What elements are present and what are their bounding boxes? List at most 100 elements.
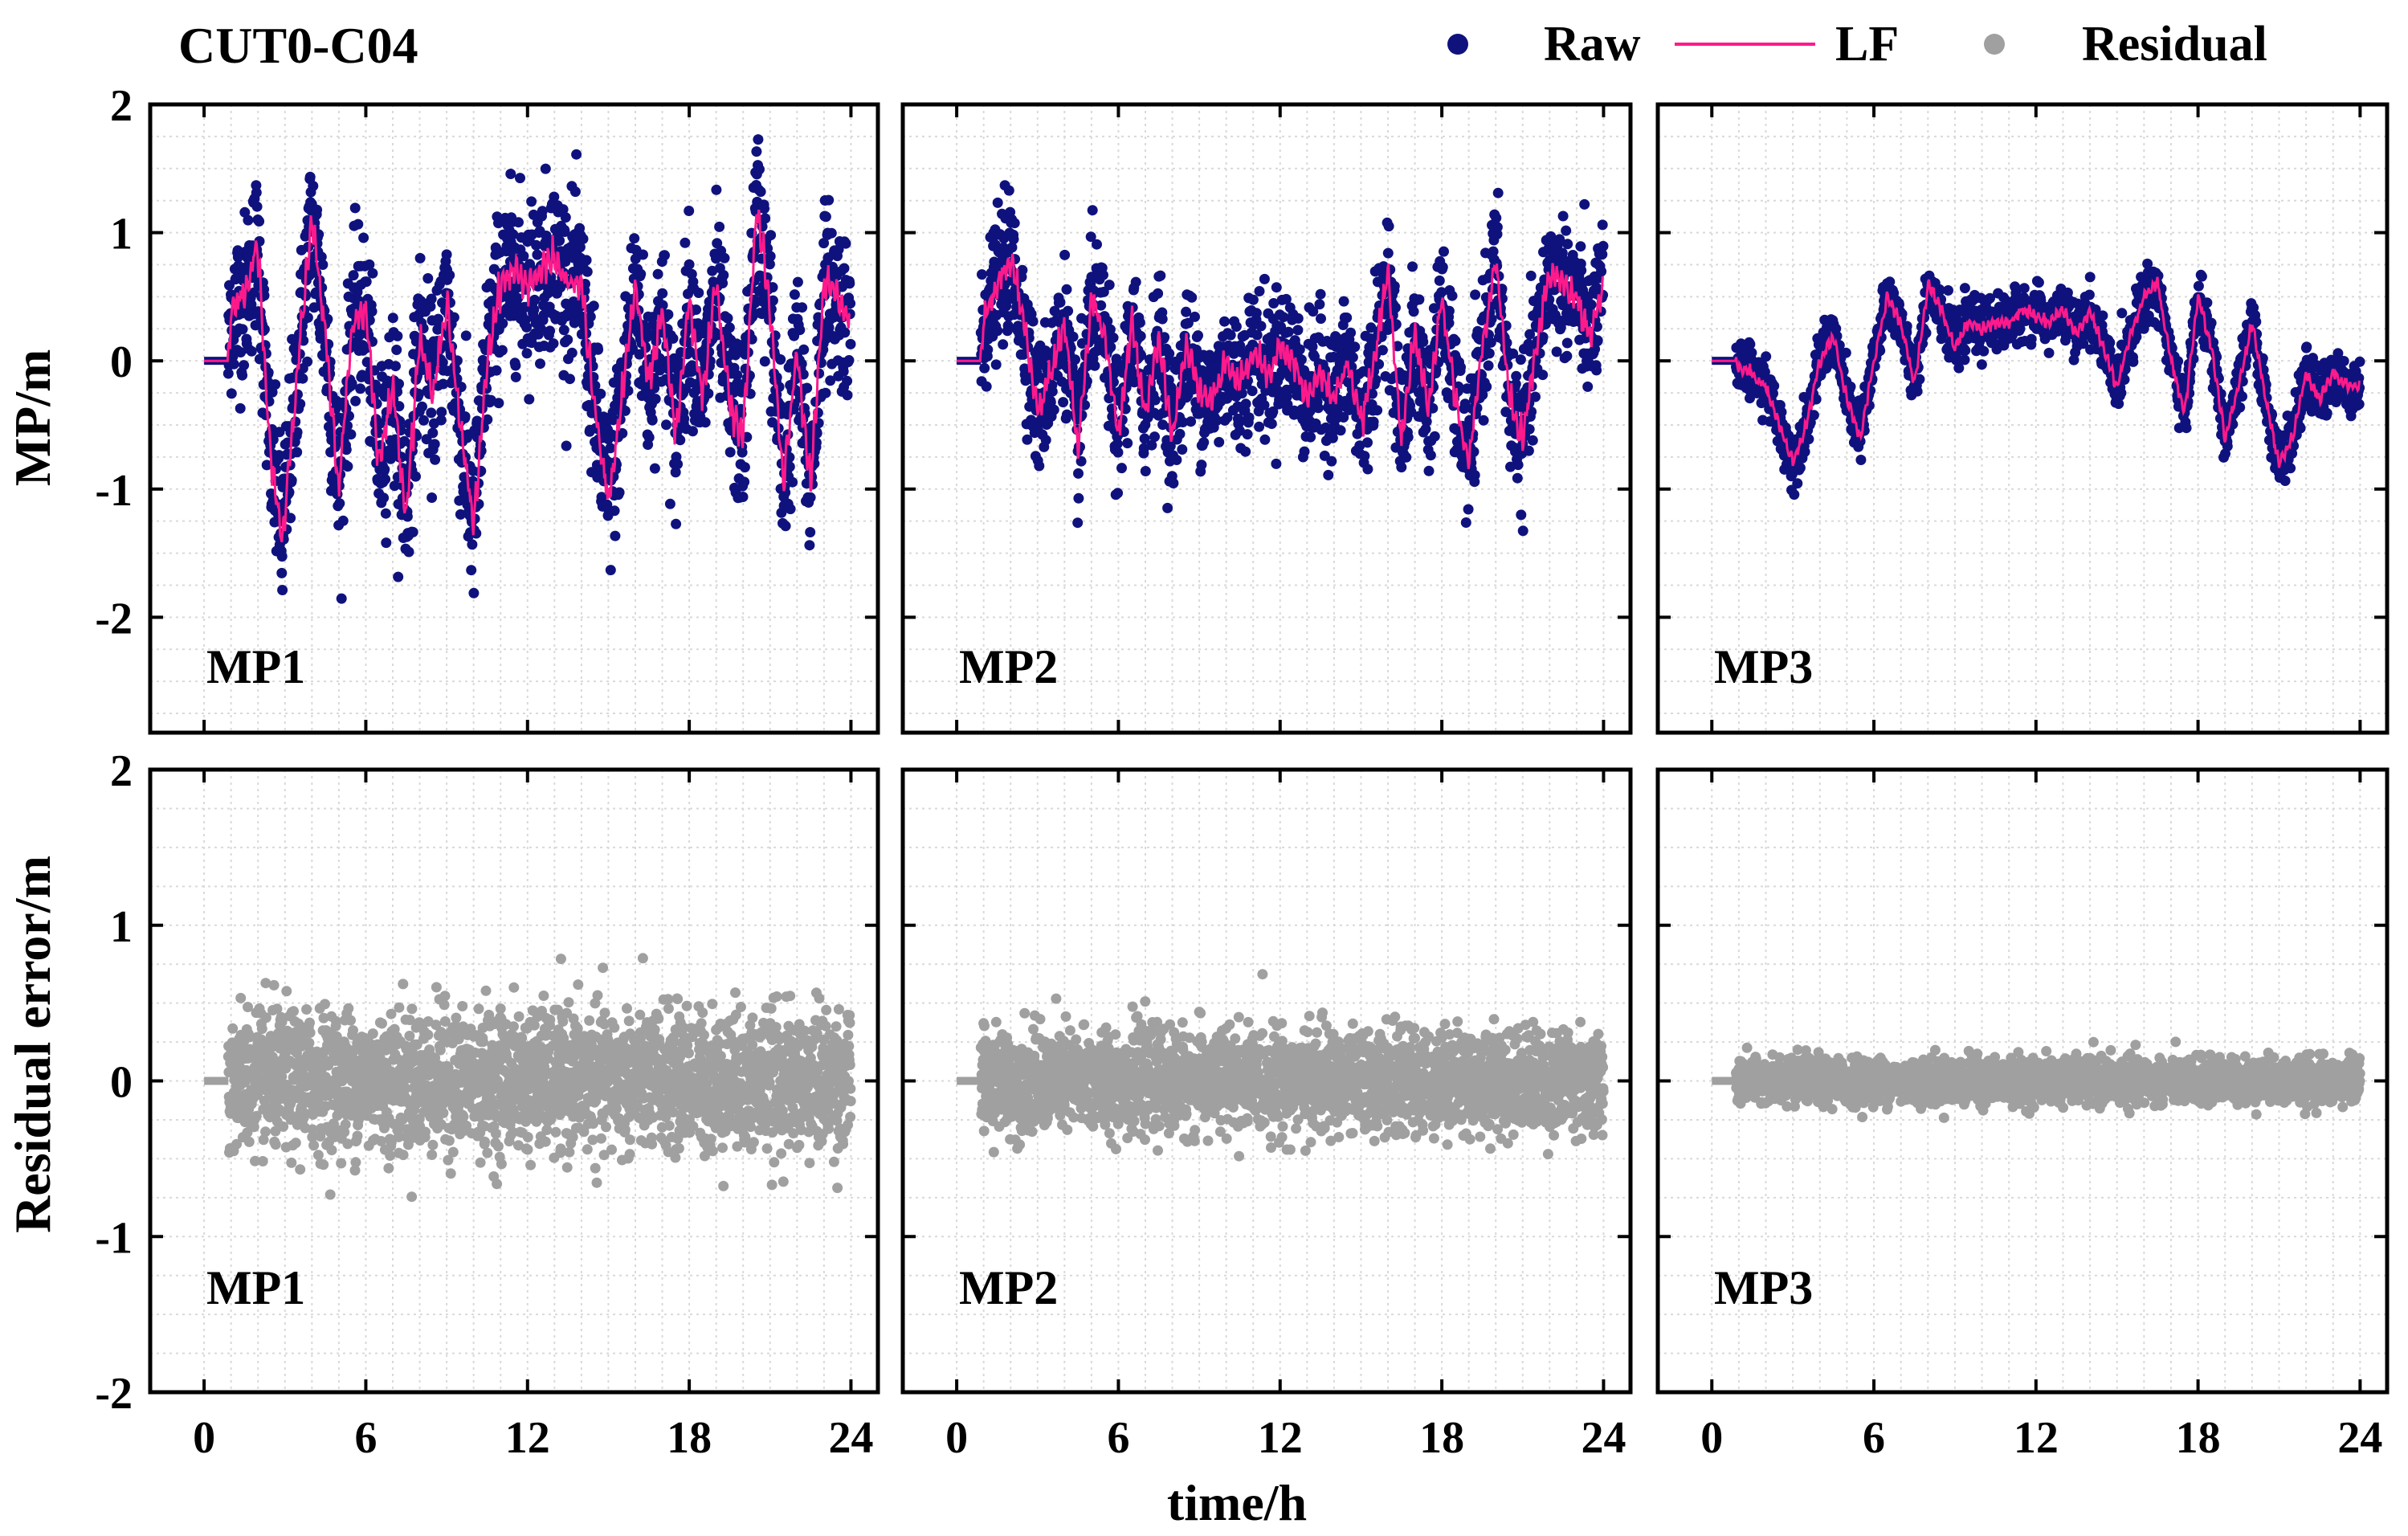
raw-point <box>235 347 247 357</box>
raw-point <box>561 440 572 451</box>
raw-point <box>450 365 461 375</box>
raw-point <box>510 360 521 371</box>
raw-point <box>1104 324 1116 335</box>
raw-point <box>663 309 674 320</box>
raw-point <box>1236 388 1247 399</box>
raw-point <box>1408 306 1419 317</box>
raw-point <box>239 206 251 218</box>
raw-point <box>1135 330 1146 341</box>
raw-point <box>226 388 237 399</box>
raw-point <box>737 492 749 502</box>
raw-point <box>1049 305 1060 317</box>
raw-point <box>1305 431 1316 443</box>
raw-point <box>684 259 695 270</box>
raw-point <box>1978 345 1990 357</box>
raw-point <box>1349 341 1361 353</box>
raw-point <box>228 358 239 370</box>
raw-point <box>1314 299 1325 310</box>
raw-point <box>992 325 1003 337</box>
raw-point <box>794 325 806 336</box>
raw-point <box>270 379 281 390</box>
raw-point <box>744 370 755 381</box>
raw-point <box>650 394 661 405</box>
raw-point <box>609 505 620 517</box>
raw-point <box>732 370 743 381</box>
panel-top-mp3: MP3 <box>1655 102 2390 735</box>
raw-point <box>381 537 392 549</box>
raw-point <box>664 498 675 509</box>
raw-point <box>754 164 765 175</box>
raw-point <box>355 383 366 394</box>
raw-point <box>1013 321 1024 332</box>
raw-point <box>535 358 545 370</box>
raw-point <box>1486 313 1497 325</box>
raw-point <box>315 333 326 344</box>
raw-point <box>389 480 400 492</box>
raw-point <box>1515 354 1526 366</box>
raw-point <box>2033 277 2044 288</box>
raw-point <box>1545 231 1557 242</box>
raw-point <box>302 312 313 323</box>
raw-point <box>1463 504 1474 515</box>
raw-point <box>239 360 250 371</box>
legend-raw-marker <box>1447 34 1468 55</box>
raw-point <box>246 345 257 357</box>
raw-point <box>1377 345 1388 356</box>
raw-point <box>758 292 769 304</box>
raw-point <box>467 539 478 550</box>
raw-point <box>785 504 796 515</box>
figure-title: CUT0-C04 <box>178 17 418 74</box>
raw-point <box>349 202 361 214</box>
raw-point <box>1268 298 1280 308</box>
raw-point <box>1281 391 1292 402</box>
raw-point <box>1003 185 1014 196</box>
raw-point <box>323 339 334 349</box>
raw-point <box>1177 444 1188 455</box>
raw-point <box>1530 391 1541 402</box>
raw-point <box>1231 321 1242 332</box>
raw-point <box>260 410 271 421</box>
raw-point <box>1511 370 1522 382</box>
raw-point <box>1561 225 1572 236</box>
raw-point <box>1561 337 1573 349</box>
raw-point <box>596 492 607 503</box>
raw-point <box>292 389 303 400</box>
raw-point <box>802 382 813 394</box>
raw-point <box>1759 366 1770 378</box>
raw-point <box>1338 412 1349 423</box>
raw-point <box>1443 305 1455 317</box>
raw-point <box>1347 352 1358 363</box>
raw-point <box>998 339 1009 350</box>
raw-point <box>839 327 851 338</box>
raw-point <box>222 368 234 379</box>
raw-point <box>634 349 645 360</box>
raw-point <box>796 358 807 370</box>
raw-point <box>667 333 679 344</box>
raw-point <box>1234 416 1245 427</box>
raw-point <box>1420 423 1431 435</box>
y-axis-title-bottom: Residual error/m <box>4 856 61 1233</box>
raw-point <box>1308 306 1319 317</box>
raw-point <box>1089 360 1100 371</box>
raw-point <box>1008 234 1019 245</box>
raw-point <box>578 233 589 244</box>
raw-point <box>473 395 484 406</box>
raw-point <box>622 385 634 396</box>
raw-point <box>367 268 378 279</box>
raw-point <box>797 302 808 313</box>
raw-point <box>1481 381 1492 392</box>
raw-point <box>526 196 537 207</box>
raw-point <box>1362 464 1373 475</box>
raw-point <box>1146 439 1157 451</box>
raw-point <box>1865 385 1876 396</box>
y-tick-label: -2 <box>95 594 133 643</box>
raw-point <box>661 419 671 431</box>
raw-point <box>614 487 625 498</box>
raw-point <box>1537 332 1549 343</box>
raw-point <box>437 357 448 368</box>
raw-point <box>1527 435 1538 446</box>
raw-point <box>759 203 769 214</box>
raw-point <box>316 282 328 293</box>
raw-point <box>1512 460 1524 471</box>
